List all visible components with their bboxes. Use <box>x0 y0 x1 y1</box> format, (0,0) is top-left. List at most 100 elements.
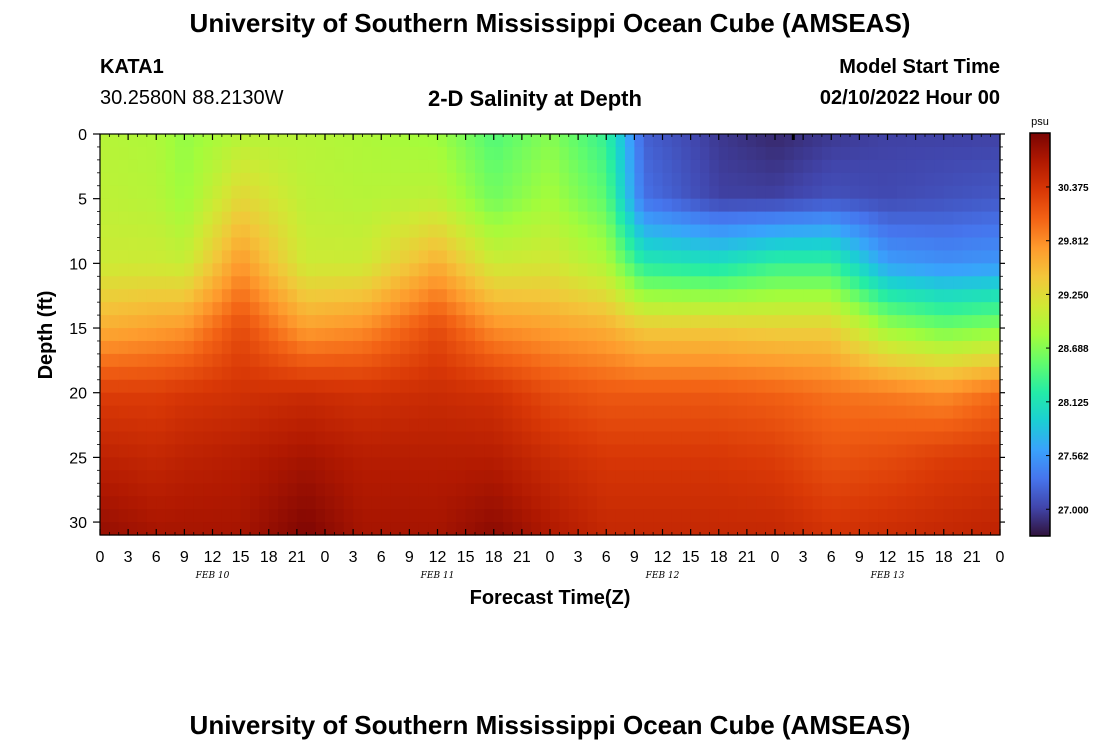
heatmap-cell <box>437 392 448 407</box>
heatmap-cell <box>315 263 326 277</box>
heatmap-cell <box>193 250 204 264</box>
heatmap-cell <box>906 185 917 200</box>
heatmap-cell <box>765 444 776 458</box>
heatmap-cell <box>587 302 598 316</box>
heatmap-cell <box>118 340 129 355</box>
heatmap-cell <box>756 146 767 161</box>
heatmap-cell <box>250 470 260 484</box>
heatmap-cell <box>793 522 804 536</box>
heatmap-cell <box>400 224 410 239</box>
heatmap-cell <box>137 353 148 368</box>
heatmap-cell <box>325 289 335 303</box>
heatmap-cell <box>915 172 926 187</box>
heatmap-cell <box>325 185 335 200</box>
heatmap-cell <box>475 431 485 446</box>
heatmap-cell <box>381 418 392 433</box>
heatmap-cell <box>625 198 635 213</box>
heatmap-cell <box>390 224 401 239</box>
heatmap-cell <box>437 496 448 510</box>
heatmap-cell <box>962 198 973 213</box>
heatmap-cell <box>671 315 682 329</box>
heatmap-cell <box>184 431 195 446</box>
heatmap-cell <box>559 366 570 381</box>
heatmap-cell <box>728 431 739 446</box>
heatmap-cell <box>831 379 842 394</box>
heatmap-cell <box>934 276 945 290</box>
heatmap-cell <box>306 522 317 536</box>
heatmap-cell <box>859 366 870 381</box>
heatmap-cell <box>690 405 701 420</box>
heatmap-cell <box>512 392 523 407</box>
heatmap-cell <box>325 159 335 174</box>
heatmap-cell <box>634 328 645 342</box>
heatmap-cell <box>287 198 298 213</box>
heatmap-cell <box>793 276 804 290</box>
heatmap-cell <box>531 185 542 200</box>
heatmap-cell <box>137 418 148 433</box>
heatmap-cell <box>831 328 842 342</box>
heatmap-cell <box>465 509 476 523</box>
heatmap-cell <box>925 134 935 148</box>
heatmap-cell <box>400 237 410 252</box>
heatmap-cell <box>390 237 401 252</box>
heatmap-cell <box>746 328 757 342</box>
heatmap-cell <box>662 444 673 458</box>
heatmap-cell <box>100 418 110 433</box>
heatmap-cell <box>231 263 242 277</box>
heatmap-cell <box>990 237 1001 252</box>
heatmap-cell <box>118 211 129 226</box>
heatmap-cell <box>578 509 589 523</box>
heatmap-cell <box>156 315 167 329</box>
heatmap-cell <box>137 224 148 239</box>
heatmap-cell <box>437 444 448 458</box>
heatmap-cell <box>578 353 589 368</box>
heatmap-cell <box>850 483 860 497</box>
y-tick-label: 15 <box>69 321 87 338</box>
heatmap-cell <box>278 392 289 407</box>
heatmap-cell <box>728 457 739 471</box>
heatmap-cell <box>475 276 485 290</box>
heatmap-cell <box>409 457 420 471</box>
heatmap-cell <box>681 224 692 239</box>
heatmap-cell <box>343 146 354 161</box>
heatmap-cell <box>212 250 223 264</box>
heatmap-cell <box>137 198 148 213</box>
heatmap-cell <box>493 405 504 420</box>
heatmap-cell <box>475 250 485 264</box>
heatmap-cell <box>250 289 260 303</box>
heatmap-cell <box>821 185 832 200</box>
heatmap-cell <box>531 134 542 148</box>
heatmap-cell <box>240 172 251 187</box>
heatmap-cell <box>765 172 776 187</box>
heatmap-cell <box>100 328 110 342</box>
heatmap-cell <box>887 237 898 252</box>
heatmap-cell <box>343 405 354 420</box>
heatmap-cell <box>840 353 851 368</box>
heatmap-cell <box>287 418 298 433</box>
heatmap-cell <box>306 392 317 407</box>
heatmap-cell <box>296 289 307 303</box>
heatmap-cell <box>934 444 945 458</box>
heatmap-cell <box>700 392 710 407</box>
heatmap-cell <box>137 276 148 290</box>
heatmap-cell <box>765 146 776 161</box>
heatmap-cell <box>765 198 776 213</box>
heatmap-cell <box>643 159 654 174</box>
heatmap-cell <box>765 289 776 303</box>
heatmap-cell <box>362 328 373 342</box>
heatmap-cell <box>203 496 214 510</box>
heatmap-cell <box>296 146 307 161</box>
heatmap-cell <box>878 328 889 342</box>
heatmap-cell <box>615 457 626 471</box>
heatmap-cell <box>221 522 232 536</box>
heatmap-cell <box>596 483 607 497</box>
heatmap-cell <box>990 276 1001 290</box>
heatmap-cell <box>353 134 364 148</box>
heatmap-cell <box>475 340 485 355</box>
heatmap-cell <box>221 276 232 290</box>
heatmap-cell <box>821 237 832 252</box>
colorbar-units: psu <box>1031 116 1049 128</box>
heatmap-cell <box>146 457 157 471</box>
heatmap-cell <box>118 185 129 200</box>
heatmap-cell <box>887 146 898 161</box>
